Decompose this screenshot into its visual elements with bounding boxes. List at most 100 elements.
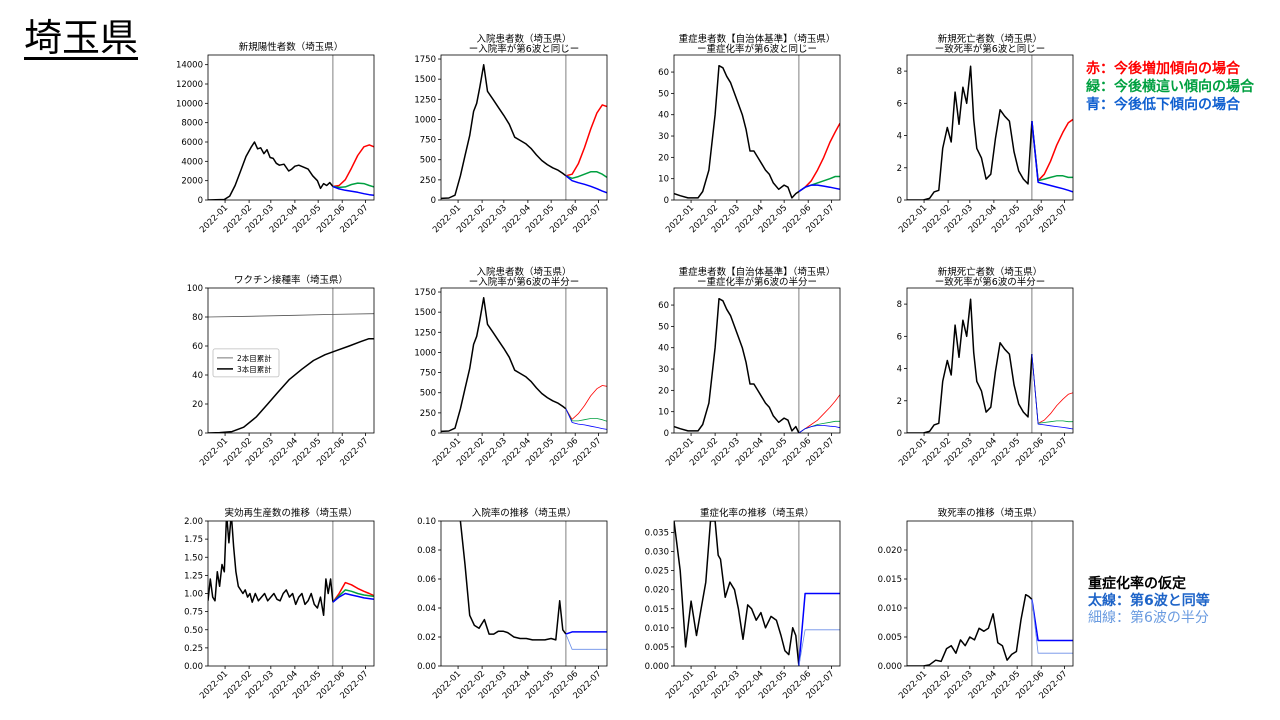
y-tick-label: 20 — [658, 153, 669, 163]
chart-subtitle: ー致死率が第6波の半分ー — [935, 276, 1046, 288]
y-tick-label: 1.75 — [184, 535, 203, 545]
chart-title: 新規陽性者数（埼玉県） — [239, 41, 344, 53]
legend-frame — [212, 348, 280, 378]
y-tick-label: 6000 — [181, 138, 203, 148]
y-tick-label: 0 — [431, 196, 436, 206]
y-tick-label: 0 — [664, 429, 669, 439]
chart-panel-3: 重症患者数【自治体基準】（埼玉県）ー重症化率が第6波と同じー 0 10 20 30 40 5… — [658, 33, 841, 235]
series-line-3 — [798, 420, 840, 433]
y-tick-label: 40 — [658, 344, 669, 354]
y-tick-label: 1000 — [414, 348, 436, 358]
y-tick-label: 50 — [658, 322, 669, 332]
y-tick-label: 4000 — [181, 157, 203, 167]
chart-title: 新規死亡者数（埼玉県） — [938, 33, 1043, 45]
y-tick-label: 2000 — [181, 177, 203, 187]
series-line-1 — [208, 141, 334, 200]
y-tick-label: 750 — [420, 369, 436, 379]
y-tick-label: 0.005 — [878, 633, 902, 643]
y-tick-label: 0.75 — [184, 608, 203, 618]
y-tick-label: 1750 — [414, 55, 436, 65]
series-line-4 — [1031, 354, 1073, 430]
y-tick-label: 0.50 — [184, 626, 203, 636]
y-tick-label: 750 — [420, 136, 436, 146]
y-tick-label: 6 — [897, 332, 902, 342]
chart-panel-6: 入院患者数（埼玉県）ー入院率が第6波の半分ー 0 250 500 750 1000 1250… — [414, 266, 608, 468]
plot-frame — [906, 54, 1074, 201]
chart-subtitle: ー致死率が第6波と同じー — [935, 43, 1046, 55]
chart-panel-10: 入院率の推移（埼玉県）0.000.020.040.060.080.102022-… — [417, 507, 608, 701]
series-line-2 — [798, 122, 840, 193]
series-line-2 — [565, 104, 607, 177]
scenario-legend: 赤：今後増加傾向の場合 緑：今後横這い傾向の場合 青：今後低下傾向の場合 — [1086, 60, 1254, 114]
y-tick-label: 8 — [897, 67, 902, 77]
chart-panel-9: 実効再生産数の推移（埼玉県） 0.00 0.25 0.50 0.75 1.00 1.25 1.… — [184, 507, 375, 701]
series-line-1 — [441, 296, 567, 433]
y-tick-label: 0.010 — [878, 604, 902, 614]
series-line-3 — [1031, 599, 1073, 654]
y-tick-label: 0.06 — [417, 575, 436, 585]
y-tick-label: 0.02 — [417, 633, 436, 643]
plot-frame — [673, 54, 841, 201]
series-line-4 — [332, 185, 374, 196]
y-tick-label: 0.020 — [878, 546, 902, 556]
y-tick-label: 0.00 — [417, 662, 436, 672]
y-tick-label: 0.000 — [645, 662, 669, 672]
series-line-1 — [674, 297, 800, 433]
y-tick-label: 1000 — [414, 115, 436, 125]
plot-frame — [207, 520, 375, 667]
series-line-3 — [332, 589, 374, 603]
series-line-4 — [798, 184, 840, 193]
chart-panel-5: ワクチン接種率（埼玉県）0204060801002022-012022-0220… — [187, 274, 375, 468]
chart-panel-7: 重症患者数【自治体基準】（埼玉県）ー重症化率が第6波の半分ー 0 10 20 30 40 5… — [658, 266, 841, 468]
y-tick-label: 1.50 — [184, 553, 203, 563]
y-tick-label: 1500 — [414, 75, 436, 85]
series-line-2 — [332, 144, 374, 188]
plot-frame — [906, 287, 1074, 434]
series-line-2 — [332, 581, 374, 603]
y-tick-label: 40 — [192, 371, 203, 381]
y-tick-label: 0.00 — [184, 662, 203, 672]
series-line-3 — [565, 408, 607, 422]
chart-subtitle: ー入院率が第6波と同じー — [469, 43, 580, 55]
chart-panel-1: 新規陽性者数（埼玉県） 0 2000 4000 6000 8000 10000 12000 14… — [176, 41, 375, 235]
y-tick-label: 4 — [897, 132, 902, 142]
series-line-3 — [1031, 354, 1073, 424]
series-line-1 — [441, 63, 567, 200]
y-tick-label: 8000 — [181, 119, 203, 129]
y-tick-label: 0 — [198, 196, 203, 206]
y-tick-label: 60 — [658, 301, 669, 311]
y-tick-label: 0.035 — [645, 528, 669, 538]
chart-title: 入院率の推移（埼玉県） — [472, 507, 577, 519]
chart-title: ワクチン接種率（埼玉県） — [234, 274, 348, 286]
chart-title: 新規死亡者数（埼玉県） — [938, 266, 1043, 278]
chart-title: 重症患者数【自治体基準】（埼玉県） — [679, 33, 836, 45]
y-tick-label: 30 — [658, 132, 669, 142]
y-tick-label: 0 — [431, 429, 436, 439]
y-tick-label: 0.020 — [645, 586, 669, 596]
plot-frame — [906, 520, 1074, 667]
chart-title: 致死率の推移（埼玉県） — [938, 507, 1043, 519]
y-tick-label: 0.04 — [417, 604, 436, 614]
y-tick-label: 50 — [658, 89, 669, 99]
y-tick-label: 60 — [658, 68, 669, 78]
chart-panel-11: 重症化率の推移（埼玉県） 0.000 0.005 0.010 0.015 0.020 0.0… — [645, 507, 841, 701]
legend-green-text: 緑：今後横這い傾向の場合 — [1086, 79, 1254, 95]
y-tick-label: 0.08 — [417, 546, 436, 556]
series-line-1 — [208, 521, 334, 617]
series-line-4 — [798, 425, 840, 433]
series-line-1 — [674, 64, 800, 199]
y-tick-label: 30 — [658, 365, 669, 375]
y-tick-label: 250 — [420, 409, 436, 419]
legend-red-text: 赤：今後増加傾向の場合 — [1086, 61, 1240, 77]
y-tick-label: 10000 — [176, 99, 203, 109]
y-tick-label: 2 — [897, 164, 902, 174]
y-tick-label: 4 — [897, 365, 902, 375]
series-line-1 — [459, 521, 567, 641]
series-line-3 — [332, 182, 374, 189]
series-line-4 — [332, 592, 374, 603]
y-tick-label: 20 — [658, 386, 669, 396]
plot-frame — [207, 287, 375, 434]
y-tick-label: 0 — [664, 196, 669, 206]
series-line-3 — [798, 175, 840, 193]
y-tick-label: 500 — [420, 389, 436, 399]
